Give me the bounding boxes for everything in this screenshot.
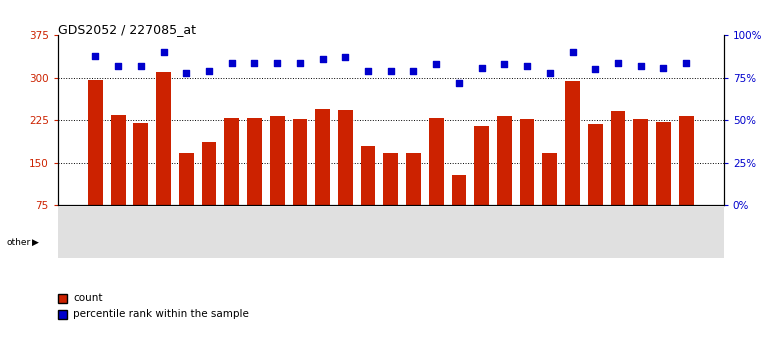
Text: percentile rank within the sample: percentile rank within the sample [73, 309, 249, 319]
Bar [179, 153, 194, 205]
Bar [111, 115, 126, 205]
Point [612, 60, 624, 65]
Bar [315, 109, 330, 205]
Text: ▶: ▶ [32, 238, 39, 247]
Point [476, 65, 488, 70]
Point [680, 60, 692, 65]
Point [157, 50, 169, 55]
Bar [202, 142, 216, 205]
Bar [156, 223, 230, 258]
Text: early secretory
phase: early secretory phase [162, 231, 226, 250]
Point [203, 68, 215, 74]
Bar [383, 153, 398, 205]
Point [498, 62, 511, 67]
Bar [542, 153, 557, 205]
Bar [656, 122, 671, 205]
Bar [429, 118, 444, 205]
Bar [497, 116, 512, 205]
Point [521, 63, 534, 69]
Point [362, 68, 374, 74]
Point [407, 68, 420, 74]
Point [544, 70, 556, 76]
Point [89, 53, 102, 59]
Bar [88, 80, 102, 205]
Bar [224, 118, 239, 205]
Text: ambiguous phase: ambiguous phase [612, 236, 687, 245]
Text: late secretory phase: late secretory phase [458, 236, 545, 245]
Text: count: count [73, 293, 102, 303]
Point [135, 63, 147, 69]
Bar [474, 126, 489, 205]
Bar [520, 119, 534, 205]
Point [339, 55, 351, 60]
Point [293, 60, 306, 65]
Text: GDS2052 / 227085_at: GDS2052 / 227085_at [58, 23, 196, 36]
Bar [611, 111, 625, 205]
Bar [338, 110, 353, 205]
Bar [58, 223, 156, 258]
Bar [679, 116, 694, 205]
Bar [247, 118, 262, 205]
Point [112, 63, 124, 69]
Bar [156, 72, 171, 205]
Point [589, 67, 601, 72]
Bar [451, 175, 467, 205]
Point [180, 70, 192, 76]
Point [658, 65, 670, 70]
Bar [360, 146, 376, 205]
Bar [406, 153, 421, 205]
Point [226, 60, 238, 65]
Bar [565, 81, 580, 205]
Point [567, 50, 579, 55]
Bar [588, 124, 603, 205]
Bar [293, 119, 307, 205]
Bar [576, 223, 724, 258]
Bar [230, 223, 428, 258]
Text: other: other [6, 238, 30, 247]
Bar [428, 223, 576, 258]
Point [316, 56, 329, 62]
Point [634, 63, 647, 69]
Point [384, 68, 397, 74]
Bar [633, 119, 648, 205]
Point [271, 60, 283, 65]
Text: proliferative phase: proliferative phase [67, 236, 147, 245]
Point [248, 60, 260, 65]
Bar [270, 116, 285, 205]
Point [453, 80, 465, 86]
Bar [133, 123, 149, 205]
Point [430, 62, 443, 67]
Text: mid secretory phase: mid secretory phase [286, 236, 372, 245]
